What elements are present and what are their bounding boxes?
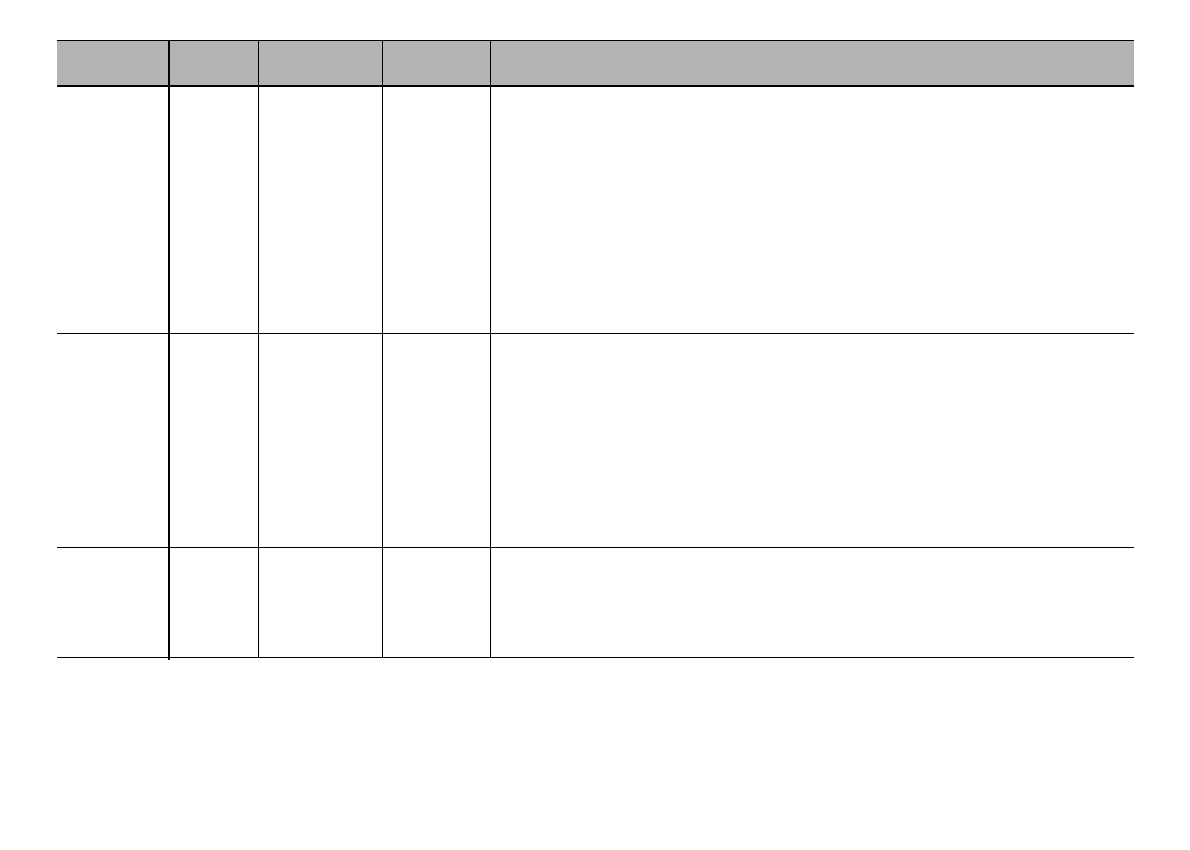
header-bottom-rule (57, 85, 1134, 87)
column-divider (490, 40, 491, 658)
table-bottom-rule (57, 657, 1134, 658)
column-divider (258, 40, 259, 658)
table-header-row (57, 40, 1134, 86)
column-divider (168, 40, 170, 660)
table-row-divider (57, 333, 1134, 334)
table-row-divider (57, 547, 1134, 548)
column-divider (382, 40, 383, 658)
